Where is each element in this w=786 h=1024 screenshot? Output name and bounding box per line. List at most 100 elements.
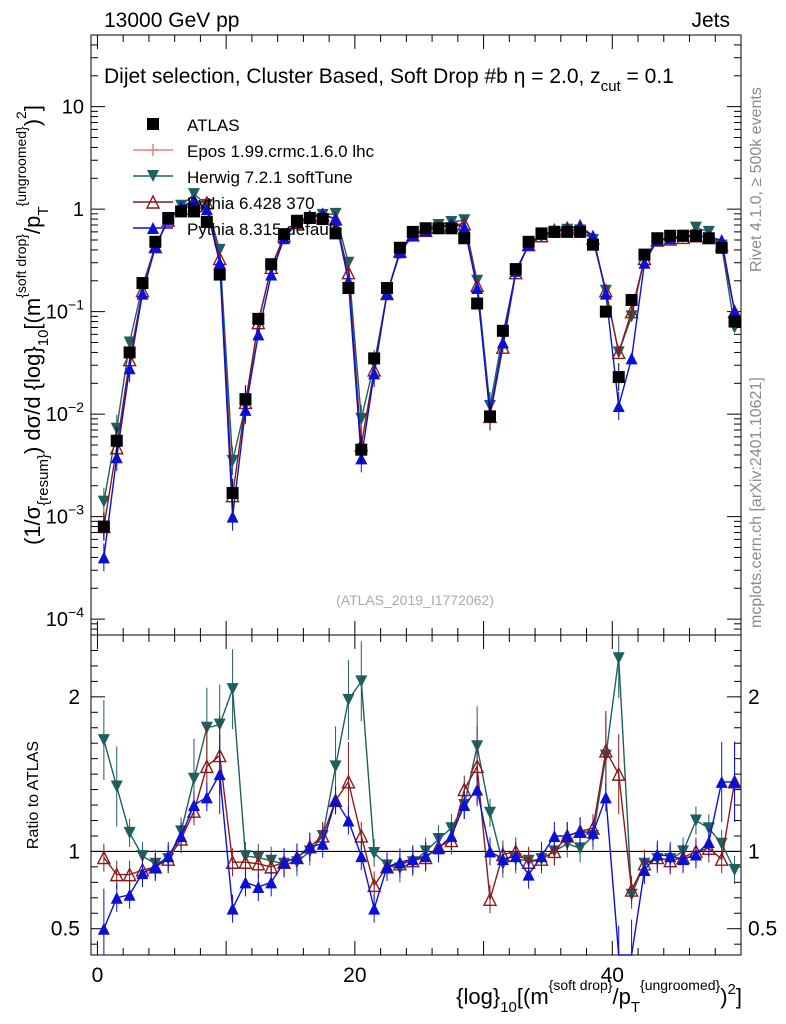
data-point [252, 312, 265, 325]
ratio-point [638, 863, 651, 876]
ratio-point [432, 842, 445, 855]
data-point [496, 324, 509, 337]
ratio-point [109, 867, 124, 882]
data-point [355, 443, 368, 456]
data-point [200, 203, 213, 216]
data-point [329, 213, 342, 226]
ratio-point [458, 799, 471, 812]
ratio-point [329, 760, 342, 773]
y-tick-label-base: 10 [46, 404, 68, 426]
data-point [381, 282, 394, 295]
ratio-point [355, 850, 368, 863]
ratio-point [586, 826, 599, 839]
ratio-point [368, 902, 381, 915]
data-point [612, 371, 625, 384]
y-tick-label: 1 [73, 199, 84, 221]
data-point [187, 194, 200, 207]
data-point [110, 434, 123, 447]
y-axis-label-part: ] [20, 105, 45, 111]
ratio-point [381, 860, 394, 873]
ratio-point [728, 863, 741, 876]
y-axis-label-part: 10 [35, 330, 52, 347]
ratio-point [612, 652, 625, 665]
x-tick-label: 0 [92, 964, 104, 987]
data-point [123, 336, 136, 349]
x-axis-label-part: {soft drop} [549, 977, 613, 993]
ratio-point [522, 868, 535, 881]
series-atlas [97, 205, 741, 541]
y-tick-label: 10−2 [46, 399, 84, 426]
x-axis-label-part: ) [720, 984, 727, 1009]
ratio-point [689, 848, 702, 861]
ratio-point [342, 814, 355, 827]
energy-label: 13000 GeV pp [104, 9, 240, 32]
ratio-point [123, 826, 136, 839]
data-point [265, 268, 278, 281]
plot-title-tail: = 0.1 [621, 65, 674, 88]
ratio-panel-frame [90, 634, 742, 956]
y-axis-label-part: ) dσ/d {log} [20, 346, 45, 454]
data-point [316, 213, 329, 226]
data-point [689, 229, 702, 242]
y-tick-label-exp: −1 [68, 297, 84, 313]
y-tick-label: 10−4 [46, 604, 84, 631]
legend-label: Herwig 7.2.1 softTune [187, 168, 353, 187]
ratio-point [611, 766, 626, 781]
data-point [432, 222, 445, 235]
data-point [728, 305, 741, 318]
y-tick-label-exp: −2 [68, 399, 84, 415]
y-tick-label-base: 10 [46, 507, 68, 529]
ratio-point [136, 867, 149, 880]
data-point [638, 248, 651, 261]
data-point [162, 211, 175, 224]
data-point [406, 225, 419, 238]
ratio-tick-label-left: 0.5 [51, 918, 80, 941]
data-point [368, 352, 381, 365]
y-tick-label-base: 1 [73, 199, 84, 221]
data-point [664, 229, 677, 242]
ratio-point [599, 791, 612, 804]
data-point [368, 367, 381, 380]
data-point [599, 287, 612, 300]
y-axis-label-part: T [35, 206, 52, 215]
y-axis-label-part: {resum} [35, 454, 52, 506]
data-point [97, 520, 110, 533]
ratio-y-label: Ratio to ATLAS [25, 741, 42, 849]
ratio-point [624, 882, 639, 897]
ratio-point [252, 880, 265, 893]
ratio-point [715, 775, 728, 788]
data-point [715, 241, 728, 254]
ratio-point [290, 851, 303, 864]
data-point [393, 241, 406, 254]
ratio-point [187, 799, 200, 812]
x-axis-label-part: 2 [728, 981, 736, 998]
x-tick-label: 20 [343, 964, 366, 987]
ratio-point [547, 843, 562, 859]
data-point [123, 346, 136, 359]
legend-marker [147, 144, 159, 156]
ratio-point [664, 850, 677, 863]
ratio-point [496, 853, 509, 866]
ratio-point [251, 856, 266, 871]
ratio-point [728, 775, 741, 788]
ratio-point [110, 891, 123, 904]
y-tick-label-exp: −4 [68, 604, 84, 620]
y-axis-label-part: 2 [13, 111, 29, 119]
ratio-point [175, 829, 188, 842]
ratio-point [97, 734, 110, 747]
ratio-point [123, 888, 136, 901]
data-point [200, 215, 213, 228]
data-point [445, 222, 458, 235]
x-axis-label-part: 10 [500, 999, 517, 1016]
legend-entry: ATLAS [147, 116, 240, 135]
data-point [175, 205, 188, 218]
legend-label: Epos 1.99.crmc.1.6.0 lhc [187, 142, 375, 161]
data-point [484, 410, 497, 423]
ratio-point [226, 902, 239, 915]
ratio-point [482, 891, 498, 907]
legend-label: ATLAS [187, 116, 240, 135]
ratio-point [419, 850, 432, 863]
data-point [252, 328, 265, 341]
ratio-point [265, 876, 278, 889]
ratio-point [199, 758, 214, 774]
